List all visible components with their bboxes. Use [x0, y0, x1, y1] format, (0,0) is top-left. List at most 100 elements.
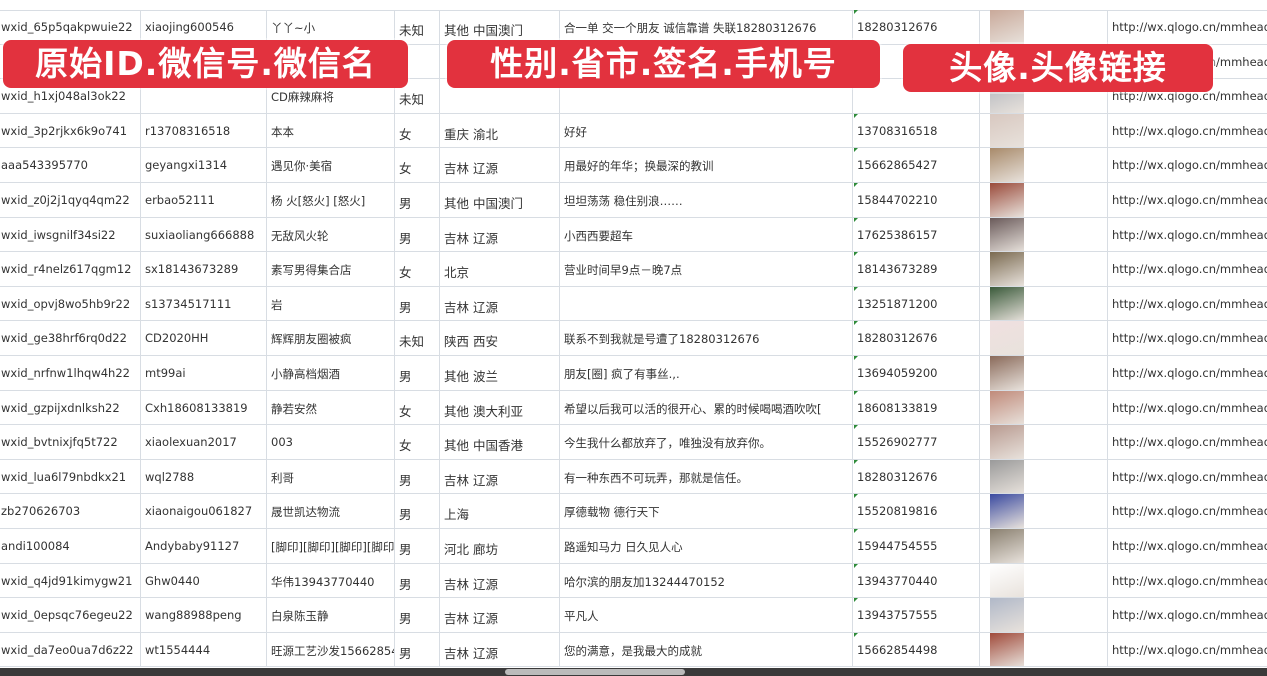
- nickname-cell[interactable]: 华伟13943770440: [267, 563, 395, 598]
- phone-cell[interactable]: 15662854498: [853, 632, 980, 667]
- table-row[interactable]: wxid_0epsqc76egeu22 wang88988peng 白泉陈玉静 男 吉林…: [0, 598, 1267, 633]
- gender-cell[interactable]: 男: [395, 632, 440, 667]
- avatar-url-cell[interactable]: http://wx.qlogo.cn/mmhead: [1108, 148, 1267, 182]
- wechat-id-cell[interactable]: wt1554444: [141, 632, 267, 667]
- signature-cell[interactable]: 合一单 交一个朋友 诚信靠谱 失联18280312676: [560, 10, 853, 44]
- phone-cell[interactable]: 15944754555: [853, 529, 980, 563]
- nickname-cell[interactable]: CD麻辣麻将: [267, 79, 395, 113]
- original-id-cell[interactable]: wxid_gzpijxdnlksh22: [0, 390, 141, 425]
- table-row[interactable]: wxid_iwsgnilf34si22 suxiaoliang666888 无敌风火…: [0, 217, 1267, 253]
- avatar-cell[interactable]: [980, 183, 1108, 217]
- avatar-cell[interactable]: [980, 321, 1108, 355]
- table-row[interactable]: zb270626703 xiaonaigou061827 晟世凯达物流 男 上海 厚德载物…: [0, 494, 1267, 529]
- original-id-cell[interactable]: wxid_da7eo0ua7d6z22: [0, 632, 141, 667]
- avatar-url-cell[interactable]: http://wx.qlogo.cn/mmhead: [1108, 79, 1267, 113]
- region-cell[interactable]: 吉林 辽源: [440, 459, 560, 494]
- region-cell[interactable]: 重庆 渝北: [440, 113, 560, 148]
- nickname-cell[interactable]: 白泉陈玉静: [267, 598, 395, 632]
- wechat-id-cell[interactable]: [141, 79, 267, 113]
- gender-cell[interactable]: [395, 44, 440, 79]
- signature-cell[interactable]: 朋友[圈] 疯了有事丝.,.: [560, 356, 853, 390]
- avatar-url-cell[interactable]: http://wx.qlogo.cn/mmhead: [1108, 598, 1267, 632]
- original-id-cell[interactable]: aaa543395770: [0, 148, 141, 182]
- avatar-url-cell[interactable]: http://wx.qlogo.cn/mmhead: [1108, 114, 1267, 148]
- avatar-cell[interactable]: [980, 459, 1108, 494]
- signature-cell[interactable]: 希望以后我可以活的很开心、累的时候喝喝酒吹吹[: [560, 390, 853, 425]
- phone-cell[interactable]: 13708316518: [853, 113, 980, 148]
- avatar-url-cell[interactable]: http://wx.qlogo.cn/mmhead: [1108, 218, 1267, 252]
- avatar-url-cell[interactable]: http://wx.qlogo.cn/mmhead: [1108, 356, 1267, 390]
- phone-cell[interactable]: 15520819816: [853, 494, 980, 528]
- wechat-id-cell[interactable]: mt99ai: [141, 356, 267, 390]
- avatar-url-cell[interactable]: http://wx.qlogo.cn/mmhead: [1108, 633, 1267, 667]
- gender-cell[interactable]: 男: [395, 183, 440, 217]
- gender-cell[interactable]: 女: [395, 390, 440, 425]
- signature-cell[interactable]: 今生我什么都放弃了，唯独没有放弃你。: [560, 425, 853, 459]
- avatar-url-cell[interactable]: http://wx.qlogo.cn/mmhead: [1108, 564, 1267, 598]
- table-row[interactable]: wxid_q4jd91kimygw21 Ghw0440 华伟13943770440 男…: [0, 563, 1267, 599]
- nickname-cell[interactable]: 本本: [267, 113, 395, 148]
- signature-cell[interactable]: 您的满意，是我最大的成就: [560, 632, 853, 667]
- signature-cell[interactable]: 好好: [560, 113, 853, 148]
- gender-cell[interactable]: 男: [395, 563, 440, 598]
- gender-cell[interactable]: 女: [395, 252, 440, 286]
- signature-cell[interactable]: 小西西要超车: [560, 217, 853, 252]
- wechat-id-cell[interactable]: sx18143673289: [141, 252, 267, 286]
- nickname-cell[interactable]: 岩: [267, 286, 395, 321]
- avatar-cell[interactable]: [980, 356, 1108, 390]
- gender-cell[interactable]: 未知: [395, 10, 440, 44]
- avatar-cell[interactable]: [980, 494, 1108, 528]
- original-id-cell[interactable]: andi100084: [0, 529, 141, 563]
- phone-cell[interactable]: 13943757555: [853, 598, 980, 632]
- gender-cell[interactable]: 女: [395, 425, 440, 459]
- avatar-cell[interactable]: [980, 425, 1108, 459]
- nickname-cell[interactable]: 杨 火[怒火] [怒火]: [267, 183, 395, 217]
- gender-cell[interactable]: 男: [395, 286, 440, 321]
- table-row[interactable]: wxid_3p2rjkx6k9o741 r13708316518 本本 女 重庆 渝北 好…: [0, 113, 1267, 149]
- table-row[interactable]: wxid_da7eo0ua7d6z22 wt1554444 旺源工艺沙发156628…: [0, 632, 1267, 668]
- avatar-url-cell[interactable]: http://wx.qlogo.cn/mmhead: [1108, 287, 1267, 321]
- nickname-cell[interactable]: 遇见你·美宿: [267, 148, 395, 182]
- wechat-id-cell[interactable]: Andybaby91127: [141, 529, 267, 563]
- nickname-cell[interactable]: 无敌风火轮: [267, 217, 395, 252]
- signature-cell[interactable]: [560, 79, 853, 113]
- avatar-cell[interactable]: [980, 113, 1108, 148]
- original-id-cell[interactable]: wxid_q4jd91kimygw21: [0, 563, 141, 598]
- nickname-cell[interactable]: 小静高档烟酒: [267, 356, 395, 390]
- original-id-cell[interactable]: wxid_z0j2j1qyq4qm22: [0, 183, 141, 217]
- signature-cell[interactable]: 平凡人: [560, 598, 853, 632]
- avatar-url-cell[interactable]: http://wx.qlogo.cn/mmhead: [1108, 494, 1267, 528]
- phone-cell[interactable]: 18608133819: [853, 390, 980, 425]
- gender-cell[interactable]: 男: [395, 459, 440, 494]
- table-row[interactable]: andi100084 Andybaby91127 [脚印][脚印][脚印][脚印] 男…: [0, 529, 1267, 564]
- region-cell[interactable]: 吉林 辽源: [440, 286, 560, 321]
- avatar-url-cell[interactable]: http://wx.qlogo.cn/mmhead: [1108, 529, 1267, 563]
- original-id-cell[interactable]: zb270626703: [0, 494, 141, 528]
- original-id-cell[interactable]: wxid_lua6l79nbdkx21: [0, 459, 141, 494]
- wechat-id-cell[interactable]: Ghw0440: [141, 563, 267, 598]
- region-cell[interactable]: 北京: [440, 252, 560, 286]
- avatar-cell[interactable]: [980, 632, 1108, 667]
- region-cell[interactable]: 吉林 辽源: [440, 217, 560, 252]
- region-cell[interactable]: 吉林 辽源: [440, 563, 560, 598]
- nickname-cell[interactable]: 素写男得集合店: [267, 252, 395, 286]
- table-row[interactable]: wxid_ge38hrf6rq0d22 CD2020HH 辉辉朋友圈被疯 未知 陕西 西…: [0, 321, 1267, 356]
- table-row[interactable]: wxid_opvj8wo5hb9r22 s13734517111 岩 男 吉林 辽源 13…: [0, 286, 1267, 322]
- wechat-id-cell[interactable]: suxiaoliang666888: [141, 217, 267, 252]
- wechat-id-cell[interactable]: r13708316518: [141, 113, 267, 148]
- gender-cell[interactable]: 未知: [395, 321, 440, 355]
- wechat-id-cell[interactable]: xiaonaigou061827: [141, 494, 267, 528]
- table-row[interactable]: wxid_z0j2j1qyq4qm22 erbao52111 杨 火[怒火] [怒火…: [0, 183, 1267, 218]
- original-id-cell[interactable]: wxid_opvj8wo5hb9r22: [0, 286, 141, 321]
- phone-cell[interactable]: 18280312676: [853, 10, 980, 44]
- nickname-cell[interactable]: 丫丫~小: [267, 10, 395, 44]
- table-row[interactable]: wxid_gzpijxdnlksh22 Cxh18608133819 静若安然 女 其他…: [0, 390, 1267, 426]
- avatar-cell[interactable]: [980, 148, 1108, 182]
- region-cell[interactable]: 吉林 辽源: [440, 598, 560, 632]
- horizontal-scrollbar[interactable]: [505, 669, 685, 675]
- phone-cell[interactable]: 13943770440: [853, 563, 980, 598]
- region-cell[interactable]: 其他 中国澳门: [440, 10, 560, 44]
- original-id-cell[interactable]: wxid_iwsgnilf34si22: [0, 217, 141, 252]
- wechat-id-cell[interactable]: s13734517111: [141, 286, 267, 321]
- gender-cell[interactable]: 男: [395, 529, 440, 563]
